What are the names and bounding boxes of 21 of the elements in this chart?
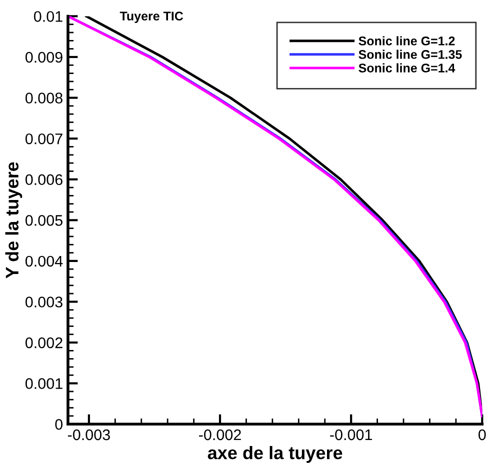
y-tick-label: 0.002 xyxy=(25,337,62,348)
annotation: Tuyere TIC xyxy=(120,12,184,23)
legend-label: Sonic line G=1.2 xyxy=(358,36,455,46)
legend-label: Sonic line G=1.4 xyxy=(358,63,456,72)
y-tick-label: 0.008 xyxy=(25,92,62,104)
y-tick-label: 0.006 xyxy=(25,174,62,186)
x-tick-label: -0.003 xyxy=(68,429,110,440)
y-tick-label: 0.01 xyxy=(34,11,62,22)
x-tick-label: -0.001 xyxy=(330,429,372,440)
y-axis-title: Y de la tuyere xyxy=(5,162,22,278)
y-tick-label: 0.005 xyxy=(25,215,62,226)
y-tick-label: 0 xyxy=(55,418,63,430)
y-tick-label: 0.001 xyxy=(25,378,62,390)
x-axis-title: axe de la tuyere xyxy=(208,446,342,463)
y-tick-label: 0.009 xyxy=(25,52,62,63)
x-tick-label: -0.002 xyxy=(199,429,241,440)
y-tick-label: 0.004 xyxy=(25,256,63,267)
y-tick-label: 0.007 xyxy=(25,133,62,144)
legend-label: Sonic line G=1.35 xyxy=(358,50,462,59)
y-tick-label: 0.003 xyxy=(25,296,62,308)
x-tick-label: 0 xyxy=(478,429,486,440)
